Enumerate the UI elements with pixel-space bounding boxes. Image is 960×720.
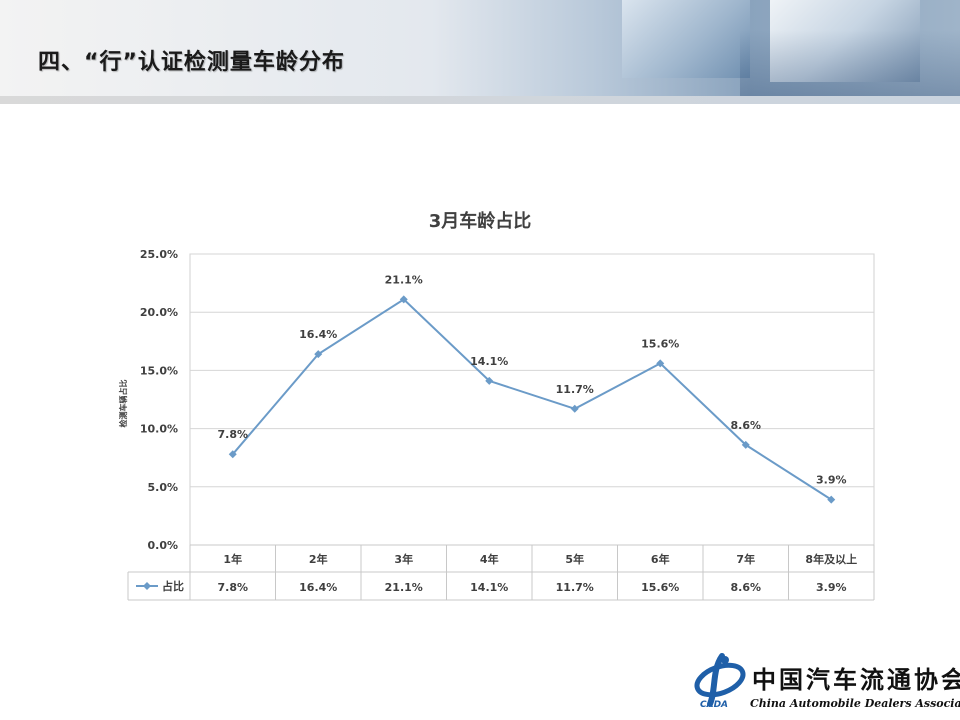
x-category-label: 7年: [736, 552, 755, 566]
table-value: 14.1%: [470, 581, 508, 594]
y-tick-label: 10.0%: [140, 423, 178, 436]
x-category-label: 8年及以上: [805, 552, 857, 566]
slide-title: 四、“行”认证检测量车龄分布: [38, 50, 345, 75]
decorative-shade: [740, 30, 960, 104]
cada-emblem-icon: [694, 653, 746, 707]
y-tick-label: 20.0%: [140, 306, 178, 319]
legend-series-name: 占比: [162, 579, 184, 593]
legend-marker: [143, 582, 151, 590]
data-label: 14.1%: [470, 355, 508, 368]
y-tick-label: 5.0%: [147, 481, 178, 494]
table-value: 3.9%: [816, 581, 847, 594]
x-category-label: 6年: [651, 552, 670, 566]
logo-name-english: China Automobile Dealers Association: [750, 697, 960, 710]
data-point: [827, 495, 836, 504]
data-point: [314, 350, 323, 359]
decorative-cube: [770, 0, 920, 82]
data-label: 16.4%: [299, 328, 337, 341]
data-point: [570, 404, 579, 413]
y-axis-label: 检测车辆占比: [118, 380, 128, 428]
line-chart: 0.0% 5.0% 10.0% 15.0% 20.0% 25.0% 检测车辆占比 1年 2年 3年…: [118, 248, 875, 601]
series-line: [232, 298, 832, 501]
x-category-label: 1年: [223, 552, 242, 566]
table-value: 8.6%: [730, 581, 761, 594]
table-value: 16.4%: [299, 581, 337, 594]
logo-name-chinese: 中国汽车流通协会: [752, 665, 960, 694]
plot-area-border: [189, 253, 875, 546]
header-divider: [0, 96, 960, 104]
data-label: 3.9%: [816, 474, 847, 487]
data-label: 8.6%: [730, 419, 761, 432]
data-point: [656, 359, 665, 368]
slide-header-banner: [0, 0, 960, 104]
decorative-cube: [622, 0, 750, 78]
data-label: 15.6%: [641, 337, 679, 350]
data-point: [485, 376, 494, 385]
x-category-label: 3年: [394, 552, 413, 566]
y-tick-label: 25.0%: [140, 248, 178, 261]
data-point: [399, 295, 408, 304]
table-value: 15.6%: [641, 581, 679, 594]
data-point: [228, 450, 237, 459]
x-category-label: 5年: [565, 552, 584, 566]
table-value: 11.7%: [556, 581, 594, 594]
table-value: 7.8%: [217, 581, 248, 594]
chart-title: 3月车龄占比: [428, 211, 532, 232]
data-label: 11.7%: [556, 383, 594, 396]
y-tick-label: 15.0%: [140, 364, 178, 377]
table-value: 21.1%: [385, 581, 423, 594]
y-tick-label: 0.0%: [147, 539, 178, 552]
data-label: 7.8%: [217, 428, 248, 441]
x-category-label: 2年: [309, 552, 328, 566]
data-point: [741, 440, 750, 449]
data-label: 21.1%: [385, 273, 423, 286]
x-category-label: 4年: [480, 552, 499, 566]
logo-abbreviation: CADA: [700, 700, 729, 710]
